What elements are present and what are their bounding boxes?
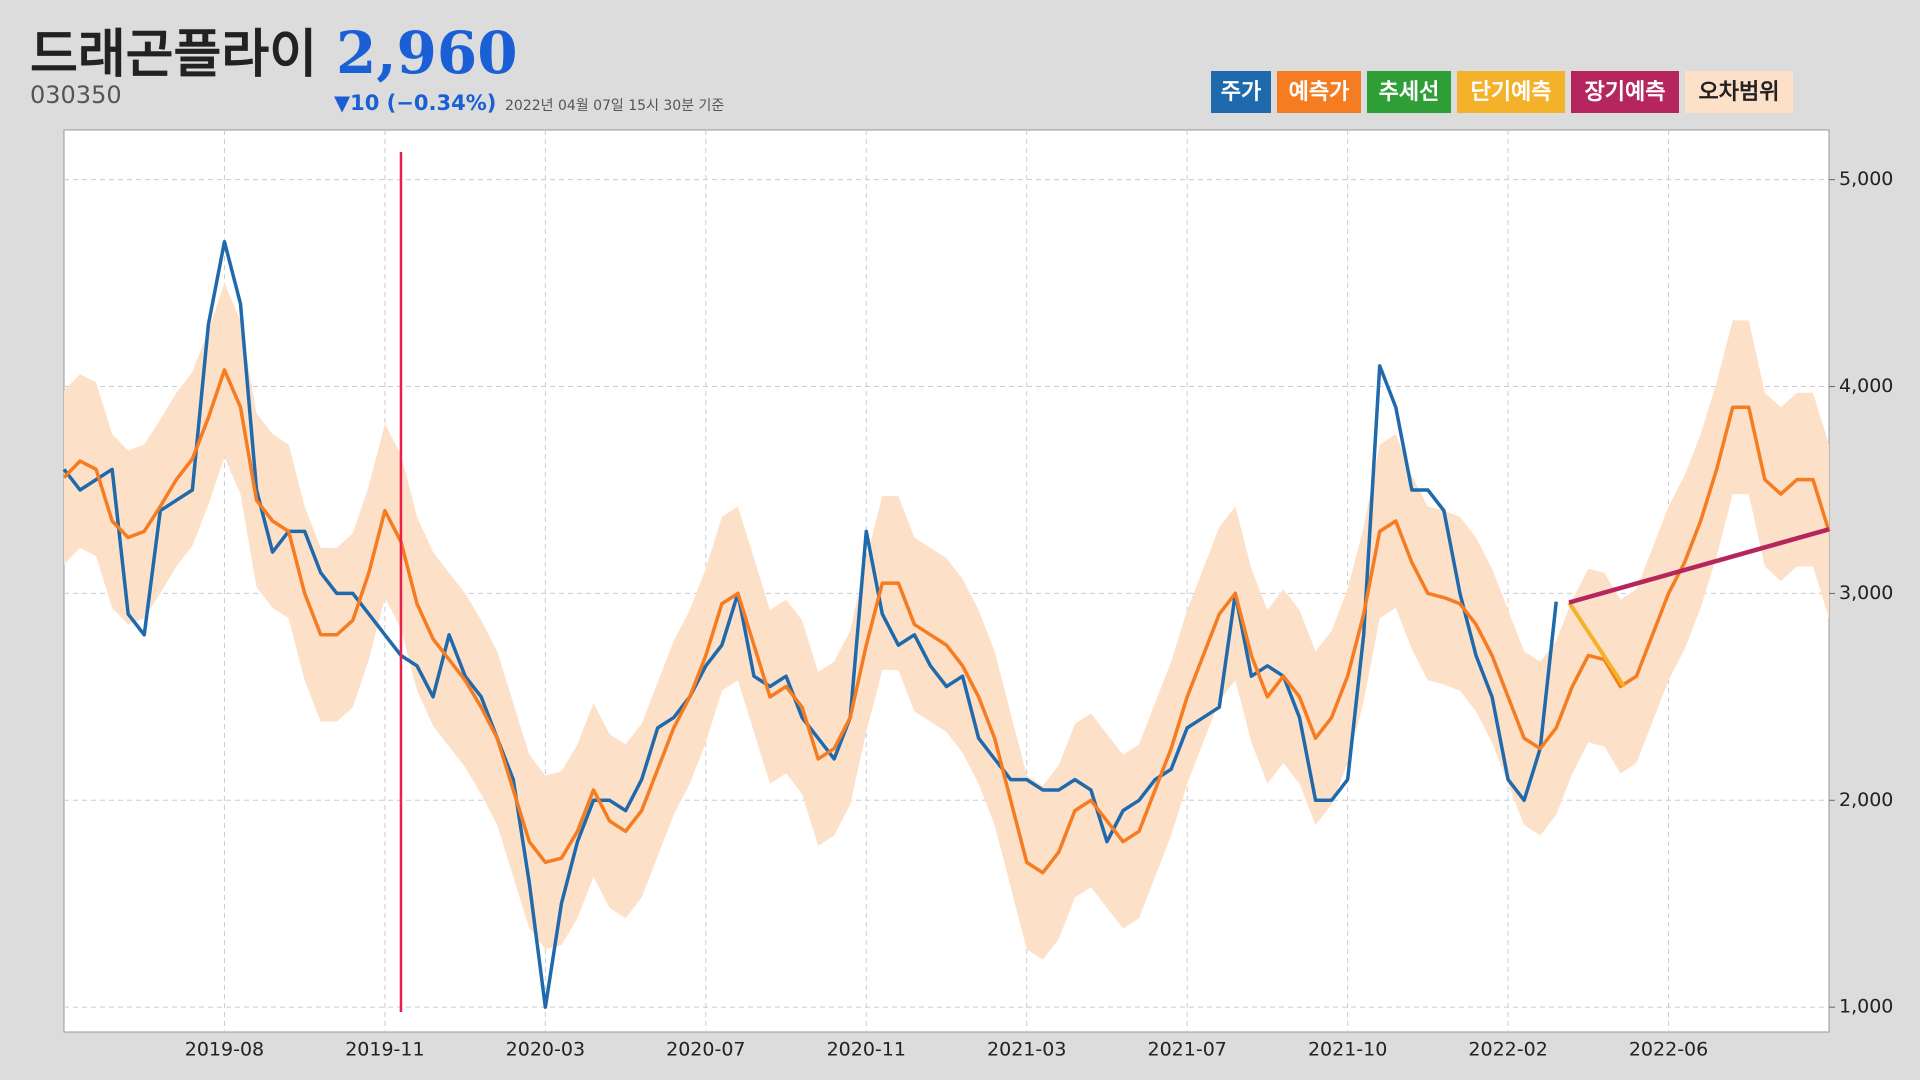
legend-swatch — [1685, 71, 1793, 113]
x-tick-label: 2022-02 — [1468, 1039, 1547, 1061]
series-line — [62, 368, 1831, 875]
price-change: ▼10 (−0.34%) — [334, 91, 496, 115]
legend-swatch — [1571, 71, 1679, 113]
legend-label: 오차범위 — [1699, 80, 1780, 105]
legend-label: 주가 — [1221, 80, 1261, 105]
y-tick-label: 1,000 — [1839, 996, 1893, 1018]
legend-swatch — [1457, 71, 1565, 113]
y-tick-label: 2,000 — [1839, 789, 1893, 811]
stock-code: 030350 — [30, 81, 122, 109]
error-band — [64, 283, 1829, 960]
series-line — [1568, 527, 1830, 605]
y-tick-label: 3,000 — [1839, 582, 1893, 604]
stock-name: 드래곤플라이 — [30, 25, 317, 85]
legend-label: 단기예측 — [1471, 80, 1552, 105]
x-tick-label: 2019-08 — [185, 1039, 264, 1061]
legend-label: 예측가 — [1289, 80, 1350, 105]
legend-swatch — [1277, 71, 1361, 113]
x-tick-label: 2021-10 — [1308, 1039, 1387, 1061]
x-tick-label: 2019-11 — [345, 1039, 424, 1061]
legend-label: 추세선 — [1379, 80, 1440, 105]
y-tick-label: 5,000 — [1839, 168, 1893, 190]
timestamp: 2022년 04월 07일 15시 30분 기준 — [505, 98, 724, 114]
x-tick-label: 2020-11 — [827, 1039, 906, 1061]
stock-price: 2,960 — [336, 19, 518, 87]
x-tick-label: 2020-03 — [506, 1039, 585, 1061]
legend-swatch — [1367, 71, 1451, 113]
series-line — [1567, 601, 1626, 687]
x-tick-label: 2022-06 — [1629, 1039, 1708, 1061]
x-tick-label: 2020-07 — [666, 1039, 745, 1061]
legend-swatch — [1211, 71, 1271, 113]
y-tick-label: 4,000 — [1839, 375, 1893, 397]
legend-label: 장기예측 — [1585, 80, 1666, 105]
x-tick-label: 2021-03 — [987, 1039, 1066, 1061]
x-tick-label: 2021-07 — [1147, 1039, 1226, 1061]
